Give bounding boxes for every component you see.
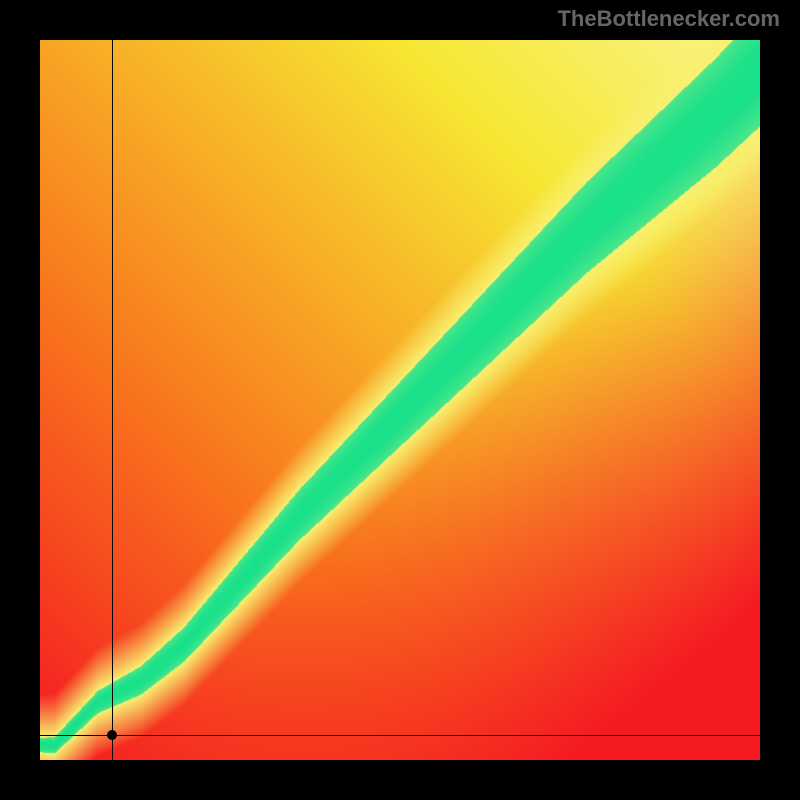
crosshair-point (107, 730, 117, 740)
crosshair-vertical (112, 40, 113, 760)
crosshair-horizontal (40, 735, 760, 736)
heatmap-canvas (40, 40, 760, 760)
watermark-text: TheBottlenecker.com (557, 6, 780, 32)
